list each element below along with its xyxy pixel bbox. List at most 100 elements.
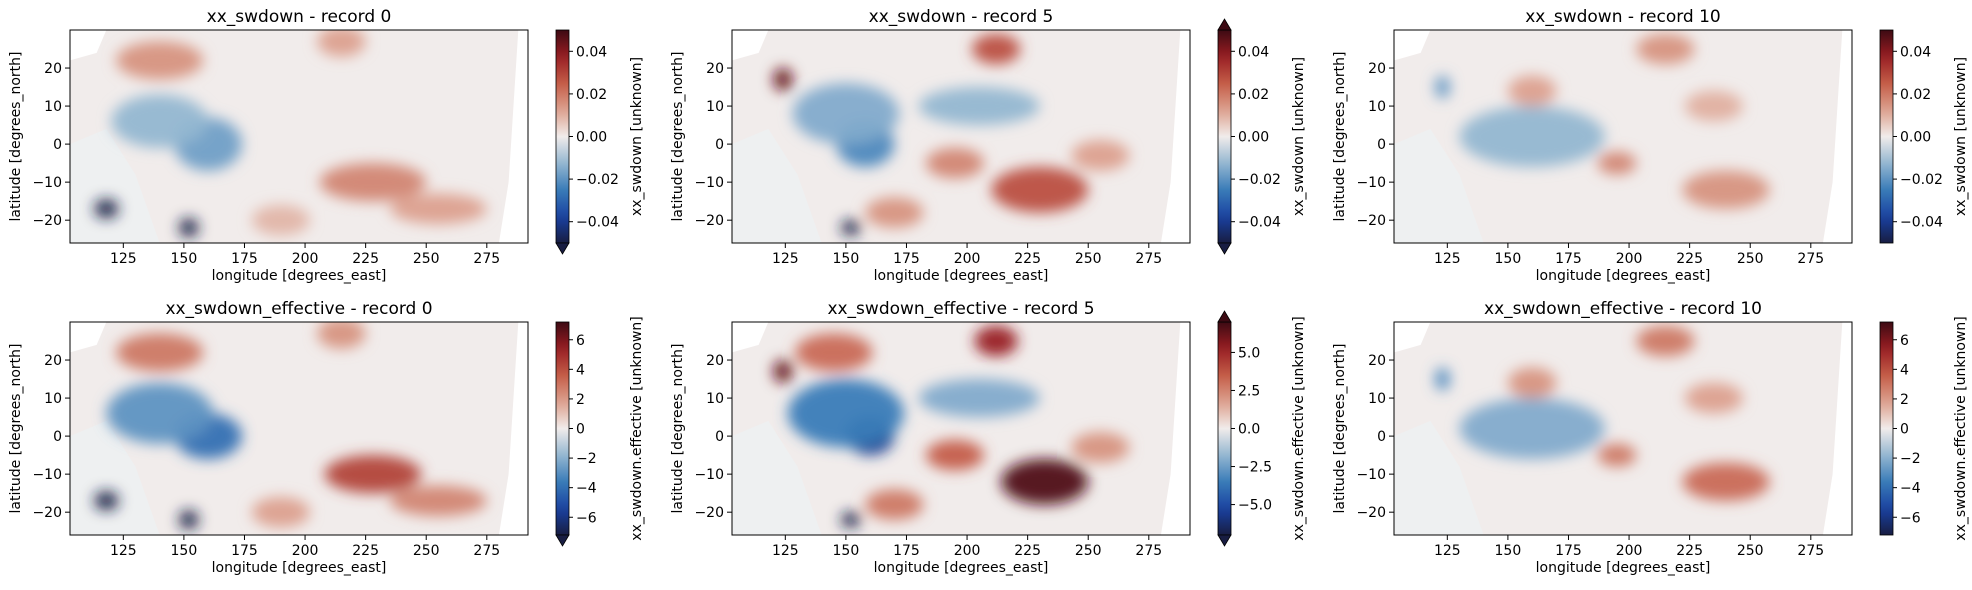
anomaly-blob <box>991 166 1089 213</box>
anomaly-blob <box>974 325 1018 357</box>
x-tick-label: 200 <box>1616 251 1643 267</box>
x-tick-label: 275 <box>1797 543 1824 559</box>
anomaly-layer <box>1435 325 1770 501</box>
anomaly-blob <box>389 485 487 516</box>
x-tick-label: 275 <box>473 251 500 267</box>
x-tick-label: 250 <box>413 543 440 559</box>
colorbar-tick-label: −2 <box>576 451 597 467</box>
anomaly-blob <box>1071 432 1130 463</box>
colorbar-tick-label: 6 <box>576 333 585 349</box>
anomaly-blob <box>1684 90 1743 122</box>
y-tick-label: −20 <box>32 213 62 229</box>
colorbar-label: xx_swdown [unknown] <box>629 57 645 216</box>
x-tick-label: 250 <box>413 251 440 267</box>
anomaly-blob <box>179 510 199 530</box>
y-tick-label: 20 <box>44 353 62 369</box>
colorbar-extend-max <box>1217 310 1232 323</box>
land-region <box>1822 322 1852 535</box>
anomaly-blob <box>94 491 119 511</box>
colorbar-gradient <box>1217 321 1232 536</box>
colorbar-tick-label: 0.00 <box>1238 130 1269 146</box>
y-tick-label: 20 <box>44 61 62 77</box>
anomaly-blob <box>179 218 199 238</box>
field <box>70 30 528 243</box>
colorbar-tick-label: 0.02 <box>576 87 607 103</box>
x-tick-label: 175 <box>893 543 920 559</box>
colorbar-tick-label: 4 <box>1900 362 1909 378</box>
x-tick-label: 200 <box>954 251 981 267</box>
x-axis-label: longitude [degrees_east] <box>874 268 1049 284</box>
y-tick-label: −10 <box>694 175 724 191</box>
colorbar: 0.04 0.02 0.00 −0.02 −0.04 xx_swdown [unknown… <box>555 29 645 255</box>
x-tick-label: 175 <box>1555 543 1582 559</box>
x-tick-label: 150 <box>833 251 860 267</box>
anomaly-blob <box>1000 458 1089 505</box>
field <box>1394 322 1852 535</box>
colorbar: 0.04 0.02 0.00 −0.02 −0.04 xx_swdown [unknown… <box>1879 29 1969 244</box>
x-tick-label: 175 <box>231 251 258 267</box>
anomaly-blob <box>841 220 861 236</box>
y-tick-label: 0 <box>53 429 62 445</box>
y-tick-label: −10 <box>1356 467 1386 483</box>
anomaly-layer <box>773 33 1130 236</box>
land-region <box>732 30 769 61</box>
y-tick-label: 0 <box>715 137 724 153</box>
anomaly-blob <box>1435 367 1450 391</box>
x-tick-label: 200 <box>292 251 319 267</box>
x-tick-label: 225 <box>1014 543 1041 559</box>
y-tick-label: 20 <box>1368 353 1386 369</box>
anomaly-blob <box>106 382 213 444</box>
anomaly-blob <box>841 512 861 528</box>
y-tick-label: −20 <box>1356 505 1386 521</box>
colorbar-tick-label: 0.0 <box>1238 422 1260 438</box>
panel-3: xx_swdown_effective - record 0 125 150 175 2… <box>8 299 645 576</box>
field <box>732 30 1190 243</box>
anomaly-blob <box>1435 75 1450 99</box>
x-tick-label: 125 <box>772 251 799 267</box>
anomaly-blob <box>317 322 366 349</box>
colorbar-tick-label: 4 <box>576 362 585 378</box>
x-tick-label: 225 <box>352 543 379 559</box>
x-tick-label: 175 <box>231 543 258 559</box>
colorbar-tick-label: 6 <box>1900 333 1909 349</box>
x-tick-label: 200 <box>954 543 981 559</box>
y-tick-label: −10 <box>1356 175 1386 191</box>
anomaly-layer <box>94 30 487 238</box>
panel-title: xx_swdown_effective - record 10 <box>1484 299 1762 319</box>
plot-frame <box>1393 321 1853 536</box>
colorbar-tick-label: 0.04 <box>1900 44 1931 60</box>
y-tick-label: 10 <box>706 99 724 115</box>
land-region <box>1822 30 1852 243</box>
x-tick-label: 275 <box>1797 251 1824 267</box>
anomaly-blob <box>116 41 204 80</box>
y-axis-label: latitude [degrees_north] <box>670 52 686 222</box>
anomaly-blob <box>865 489 924 520</box>
x-tick-label: 125 <box>772 543 799 559</box>
y-tick-label: 10 <box>1368 391 1386 407</box>
y-tick-label: 0 <box>715 429 724 445</box>
x-tick-label: 175 <box>893 251 920 267</box>
y-tick-label: 10 <box>44 391 62 407</box>
anomaly-blob <box>1684 382 1743 414</box>
colorbar-tick-label: −6 <box>1900 510 1921 526</box>
panel-title: xx_swdown - record 5 <box>869 7 1054 27</box>
y-tick-label: 20 <box>706 61 724 77</box>
colorbar-label: xx_swdown.effective [unknown] <box>1291 316 1307 540</box>
y-tick-label: −20 <box>694 213 724 229</box>
anomaly-blob <box>251 204 310 236</box>
anomaly-blob <box>1507 367 1557 399</box>
x-tick-label: 150 <box>171 543 198 559</box>
colorbar-tick-label: 0.04 <box>1238 44 1269 60</box>
colorbar-tick-label: −0.04 <box>1238 215 1281 231</box>
anomaly-blob <box>918 379 1040 418</box>
anomaly-blob <box>324 455 422 494</box>
panel-5: xx_swdown_effective - record 10 125 150 175… <box>1332 299 1969 576</box>
land-region <box>70 128 160 243</box>
field <box>732 322 1190 535</box>
y-tick-label: 0 <box>1377 137 1386 153</box>
x-axis-label: longitude [degrees_east] <box>1536 268 1711 284</box>
colorbar-tick-label: 0.02 <box>1238 87 1269 103</box>
anomaly-blob <box>773 68 793 91</box>
anomaly-blob <box>925 147 985 179</box>
colorbar: 5.0 2.5 0.0 −2.5 −5.0 xx_swdown.effective [un… <box>1217 310 1307 547</box>
